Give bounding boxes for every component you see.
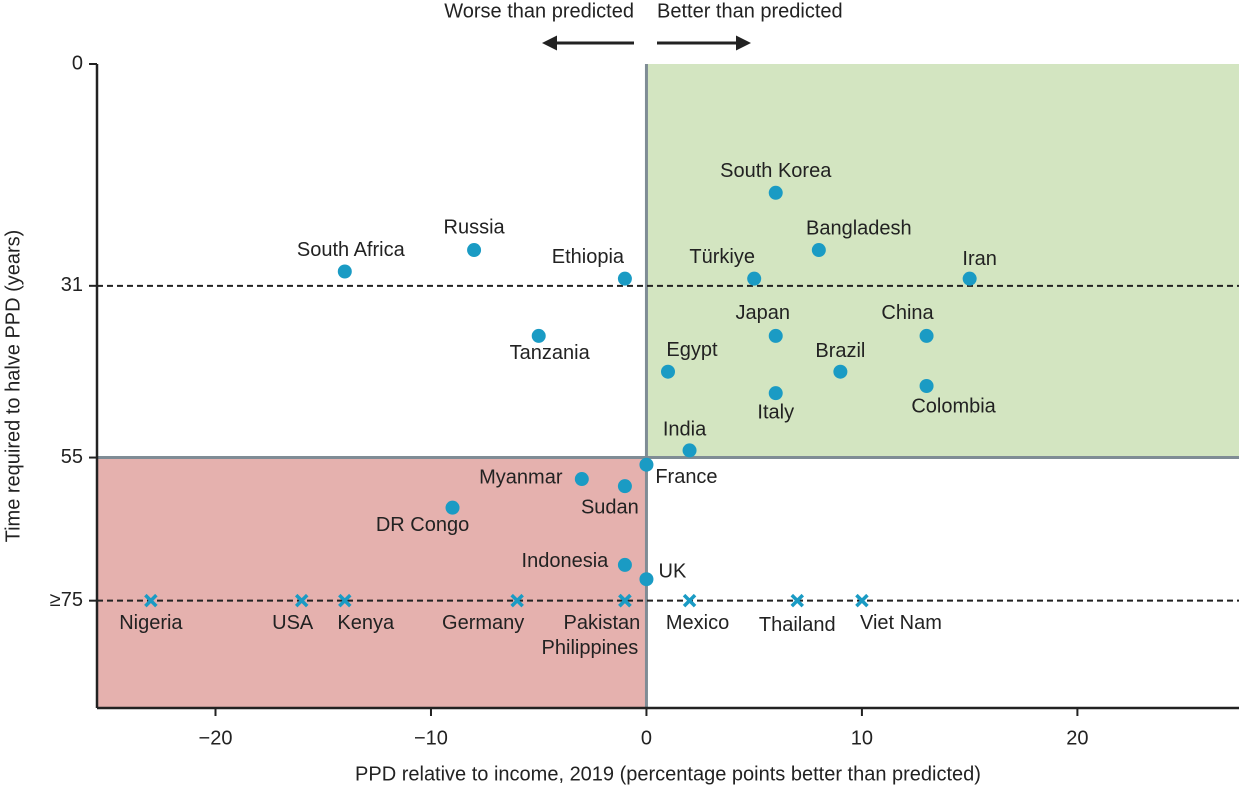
point-label: Kenya: [337, 612, 395, 634]
y-tick-label: 0: [72, 52, 83, 74]
point-marker: [639, 572, 654, 587]
point-label: UK: [659, 560, 687, 582]
point-label: Tanzania: [510, 342, 591, 364]
point-label: Myanmar: [479, 466, 563, 488]
point-label: Ethiopia: [552, 246, 625, 268]
point-label: Italy: [757, 401, 794, 423]
point-marker: [747, 271, 762, 286]
point-label: Sudan: [581, 496, 639, 518]
x-tick-label: 20: [1066, 727, 1088, 749]
point-marker: [919, 379, 934, 393]
y-tick-label: 55: [61, 446, 83, 468]
x-tick-label: −10: [414, 727, 448, 749]
point-marker: [445, 500, 460, 515]
x-axis-label: PPD relative to income, 2019 (percentage…: [355, 763, 981, 785]
point-marker: [661, 364, 675, 379]
point-label: Philippines: [542, 637, 639, 659]
point-marker: [962, 271, 977, 286]
point-label: Indonesia: [522, 550, 610, 572]
better-region: [646, 64, 1239, 458]
point-label: Viet Nam: [860, 612, 942, 634]
y-tick-label: 31: [61, 274, 83, 296]
point-marker: [294, 593, 309, 608]
point-label: South Africa: [297, 239, 406, 261]
point-label: Egypt: [666, 339, 718, 361]
annotation: Worse than predicted: [444, 0, 634, 22]
point-marker: [510, 593, 524, 608]
point-marker: [617, 479, 632, 494]
point-marker: [768, 185, 783, 200]
point-label: India: [663, 419, 707, 441]
point-marker: [768, 328, 783, 343]
point-marker: [618, 593, 632, 608]
point-label: Germany: [442, 612, 524, 634]
point-marker: [617, 557, 632, 572]
point-marker: [531, 328, 546, 343]
worse-region: [97, 457, 647, 708]
point-marker: [574, 472, 589, 487]
point-label: Pakistan: [564, 612, 641, 634]
point-label: Russia: [444, 216, 506, 238]
point-label: Bangladesh: [806, 217, 912, 239]
point-marker: [919, 328, 934, 343]
x-tick-label: −20: [199, 727, 233, 749]
point-label: France: [655, 466, 717, 488]
point-label: Thailand: [759, 614, 836, 636]
point-label: Brazil: [815, 340, 865, 362]
point-marker: [682, 443, 697, 458]
y-axis-label: Time required to halve PPD (years): [2, 230, 24, 543]
point-marker: [338, 593, 352, 608]
y-tick-label: ≥75: [50, 589, 83, 611]
x-tick-label: 10: [851, 727, 873, 749]
point-marker: [855, 593, 869, 608]
point-marker: [467, 243, 482, 258]
point-label: South Korea: [720, 160, 832, 182]
point-marker: [811, 243, 826, 258]
point-marker: [639, 457, 654, 472]
point-label: USA: [272, 612, 314, 634]
x-tick-label: 0: [641, 727, 652, 749]
plot-area: −20 −10 0 10 20 0 31 55 ≥75 South Korea Russia Sout…: [50, 52, 1239, 749]
annotation: Better than predicted: [657, 0, 843, 22]
point-label: Iran: [962, 248, 996, 270]
point-label: Nigeria: [119, 612, 183, 634]
point-marker: [617, 271, 632, 286]
point-marker: [833, 364, 848, 379]
point-label: Colombia: [911, 395, 996, 417]
point-marker: [790, 593, 805, 608]
point-label: DR Congo: [376, 514, 469, 536]
point-marker: [144, 593, 158, 608]
point-marker: [682, 593, 697, 608]
point-marker: [768, 386, 783, 401]
point-label: Japan: [735, 302, 790, 324]
point-label: Mexico: [666, 612, 729, 634]
point-label: Türkiye: [689, 246, 755, 268]
point-marker: [337, 264, 352, 279]
point-label: China: [881, 302, 934, 324]
